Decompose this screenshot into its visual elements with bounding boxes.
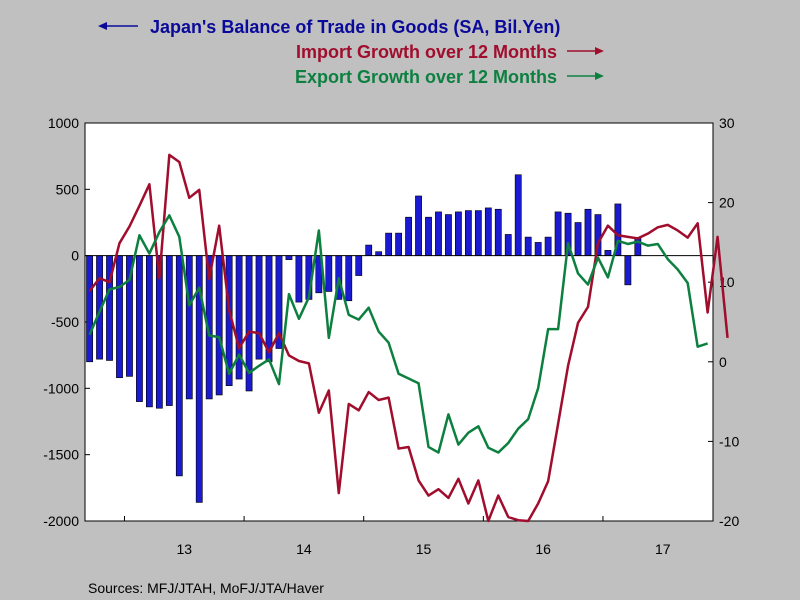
legend-label-import-growth: Import Growth over 12 Months bbox=[296, 42, 557, 62]
left-axis-tick-label: -1500 bbox=[43, 447, 79, 463]
legend-item-export-growth: Export Growth over 12 Months bbox=[295, 67, 604, 87]
right-axis-tick-label: 30 bbox=[719, 115, 735, 131]
trade-balance-bar bbox=[375, 251, 383, 256]
x-axis-tick-label: 13 bbox=[176, 541, 192, 557]
export-growth-line bbox=[88, 214, 709, 454]
x-axis-tick-label: 15 bbox=[416, 541, 432, 557]
trade-balance-bar bbox=[385, 232, 393, 256]
import-growth-line bbox=[88, 153, 729, 523]
trade-balance-bar bbox=[295, 255, 303, 303]
trade-balance-bar bbox=[624, 255, 632, 286]
trade-balance-bar bbox=[86, 255, 93, 363]
trade-balance-bar bbox=[405, 216, 412, 256]
legend-item-trade-balance: Japan's Balance of Trade in Goods (SA, B… bbox=[98, 17, 560, 37]
trade-balance-bar bbox=[146, 255, 153, 408]
legend-arrowhead-right-icon bbox=[595, 72, 604, 80]
trade-balance-bar bbox=[455, 211, 462, 256]
trade-balance-bar bbox=[365, 244, 373, 256]
legend-label-export-growth: Export Growth over 12 Months bbox=[295, 67, 557, 87]
right-axis-tick-label: 20 bbox=[719, 195, 735, 211]
trade-balance-bar bbox=[445, 214, 452, 256]
sources-note: Sources: MFJ/JTAH, MoFJ/JTA/Haver bbox=[88, 580, 324, 596]
trade-balance-bar bbox=[584, 208, 592, 256]
legend-arrowhead-left-icon bbox=[98, 22, 107, 30]
trade-balance-bar bbox=[484, 207, 492, 256]
trade-balance-bar bbox=[474, 210, 482, 256]
trade-balance-bar bbox=[554, 211, 562, 256]
trade-balance-bar bbox=[165, 255, 173, 406]
trade-balance-bar bbox=[574, 222, 582, 256]
trade-balance-bar bbox=[255, 255, 263, 360]
right-axis-tick-label: -10 bbox=[719, 433, 739, 449]
left-axis-tick-label: 0 bbox=[71, 248, 79, 264]
trade-balance-bar bbox=[136, 255, 143, 402]
trade-balance-bars bbox=[86, 174, 642, 503]
right-axis-tick-label: -20 bbox=[719, 513, 739, 529]
trade-balance-bar bbox=[345, 255, 353, 302]
trade-balance-bar bbox=[464, 210, 472, 256]
right-axis-tick-label: 0 bbox=[719, 354, 727, 370]
trade-balance-bar bbox=[504, 234, 512, 256]
trade-balance-bar bbox=[325, 255, 333, 292]
left-axis-tick-label: 1000 bbox=[48, 115, 79, 131]
trade-balance-bar bbox=[534, 242, 542, 256]
trade-balance-bar bbox=[494, 208, 502, 256]
trade-balance-bar bbox=[514, 174, 522, 256]
growth-lines bbox=[88, 153, 729, 523]
trade-balance-bar bbox=[215, 255, 223, 396]
x-axis-tick-label: 17 bbox=[655, 541, 671, 557]
trade-balance-bar bbox=[285, 255, 293, 260]
trade-balance-bar bbox=[116, 255, 123, 379]
trade-balance-bar bbox=[425, 216, 432, 256]
left-axis-tick-label: 500 bbox=[56, 181, 80, 197]
trade-balance-bar bbox=[544, 236, 552, 256]
left-axis: 1000 500 0 -500 -1000 -1500 -2000 bbox=[43, 115, 90, 529]
x-axis-tick-label: 16 bbox=[535, 541, 551, 557]
legend: Japan's Balance of Trade in Goods (SA, B… bbox=[98, 17, 604, 87]
trade-balance-bar bbox=[604, 250, 612, 256]
trade-balance-bar bbox=[415, 195, 422, 256]
legend-item-import-growth: Import Growth over 12 Months bbox=[296, 42, 604, 62]
x-axis: 13 14 15 16 17 bbox=[123, 516, 671, 557]
left-axis-tick-label: -1000 bbox=[43, 380, 79, 396]
left-axis-tick-label: -2000 bbox=[43, 513, 79, 529]
trade-balance-bar bbox=[175, 255, 183, 477]
legend-label-trade-balance: Japan's Balance of Trade in Goods (SA, B… bbox=[150, 17, 560, 37]
trade-balance-bar bbox=[435, 211, 442, 256]
x-axis-tick-label: 14 bbox=[296, 541, 312, 557]
trade-balance-bar bbox=[355, 255, 363, 276]
legend-arrowhead-right-icon bbox=[595, 47, 604, 55]
trade-balance-bar bbox=[524, 236, 532, 256]
trade-balance-bar bbox=[395, 232, 402, 256]
trade-balance-bar bbox=[185, 255, 193, 400]
left-axis-tick-label: -500 bbox=[51, 314, 79, 330]
